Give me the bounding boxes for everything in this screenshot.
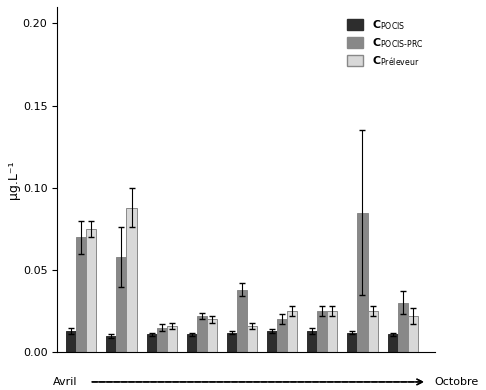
Bar <box>126 207 137 352</box>
Bar <box>388 334 398 352</box>
Bar <box>287 311 297 352</box>
Bar <box>117 257 126 352</box>
Text: Octobre: Octobre <box>435 377 479 387</box>
Text: Avril: Avril <box>53 377 77 387</box>
Bar <box>187 334 197 352</box>
Legend: $\mathbf{C}_{\mathrm{POCIS}}$, $\mathbf{C}_{\mathrm{POCIS\text{-}PRC}}$, $\mathb: $\mathbf{C}_{\mathrm{POCIS}}$, $\mathbf{… <box>341 12 429 74</box>
Bar <box>66 331 76 352</box>
Bar <box>347 333 358 352</box>
Bar <box>197 316 207 352</box>
Bar <box>307 331 317 352</box>
Bar <box>267 331 277 352</box>
Bar <box>167 326 177 352</box>
Bar <box>76 237 87 352</box>
Bar <box>277 319 287 352</box>
Bar <box>317 311 328 352</box>
Bar <box>207 319 217 352</box>
Bar <box>367 311 378 352</box>
Bar <box>328 311 337 352</box>
Bar <box>147 334 156 352</box>
Bar <box>87 229 96 352</box>
Y-axis label: μg.L⁻¹: μg.L⁻¹ <box>7 160 20 199</box>
Bar <box>156 328 167 352</box>
Bar <box>227 333 237 352</box>
Bar <box>408 316 418 352</box>
Bar <box>398 303 408 352</box>
Bar <box>247 326 257 352</box>
Bar <box>358 213 367 352</box>
Bar <box>237 290 247 352</box>
Bar <box>106 336 117 352</box>
